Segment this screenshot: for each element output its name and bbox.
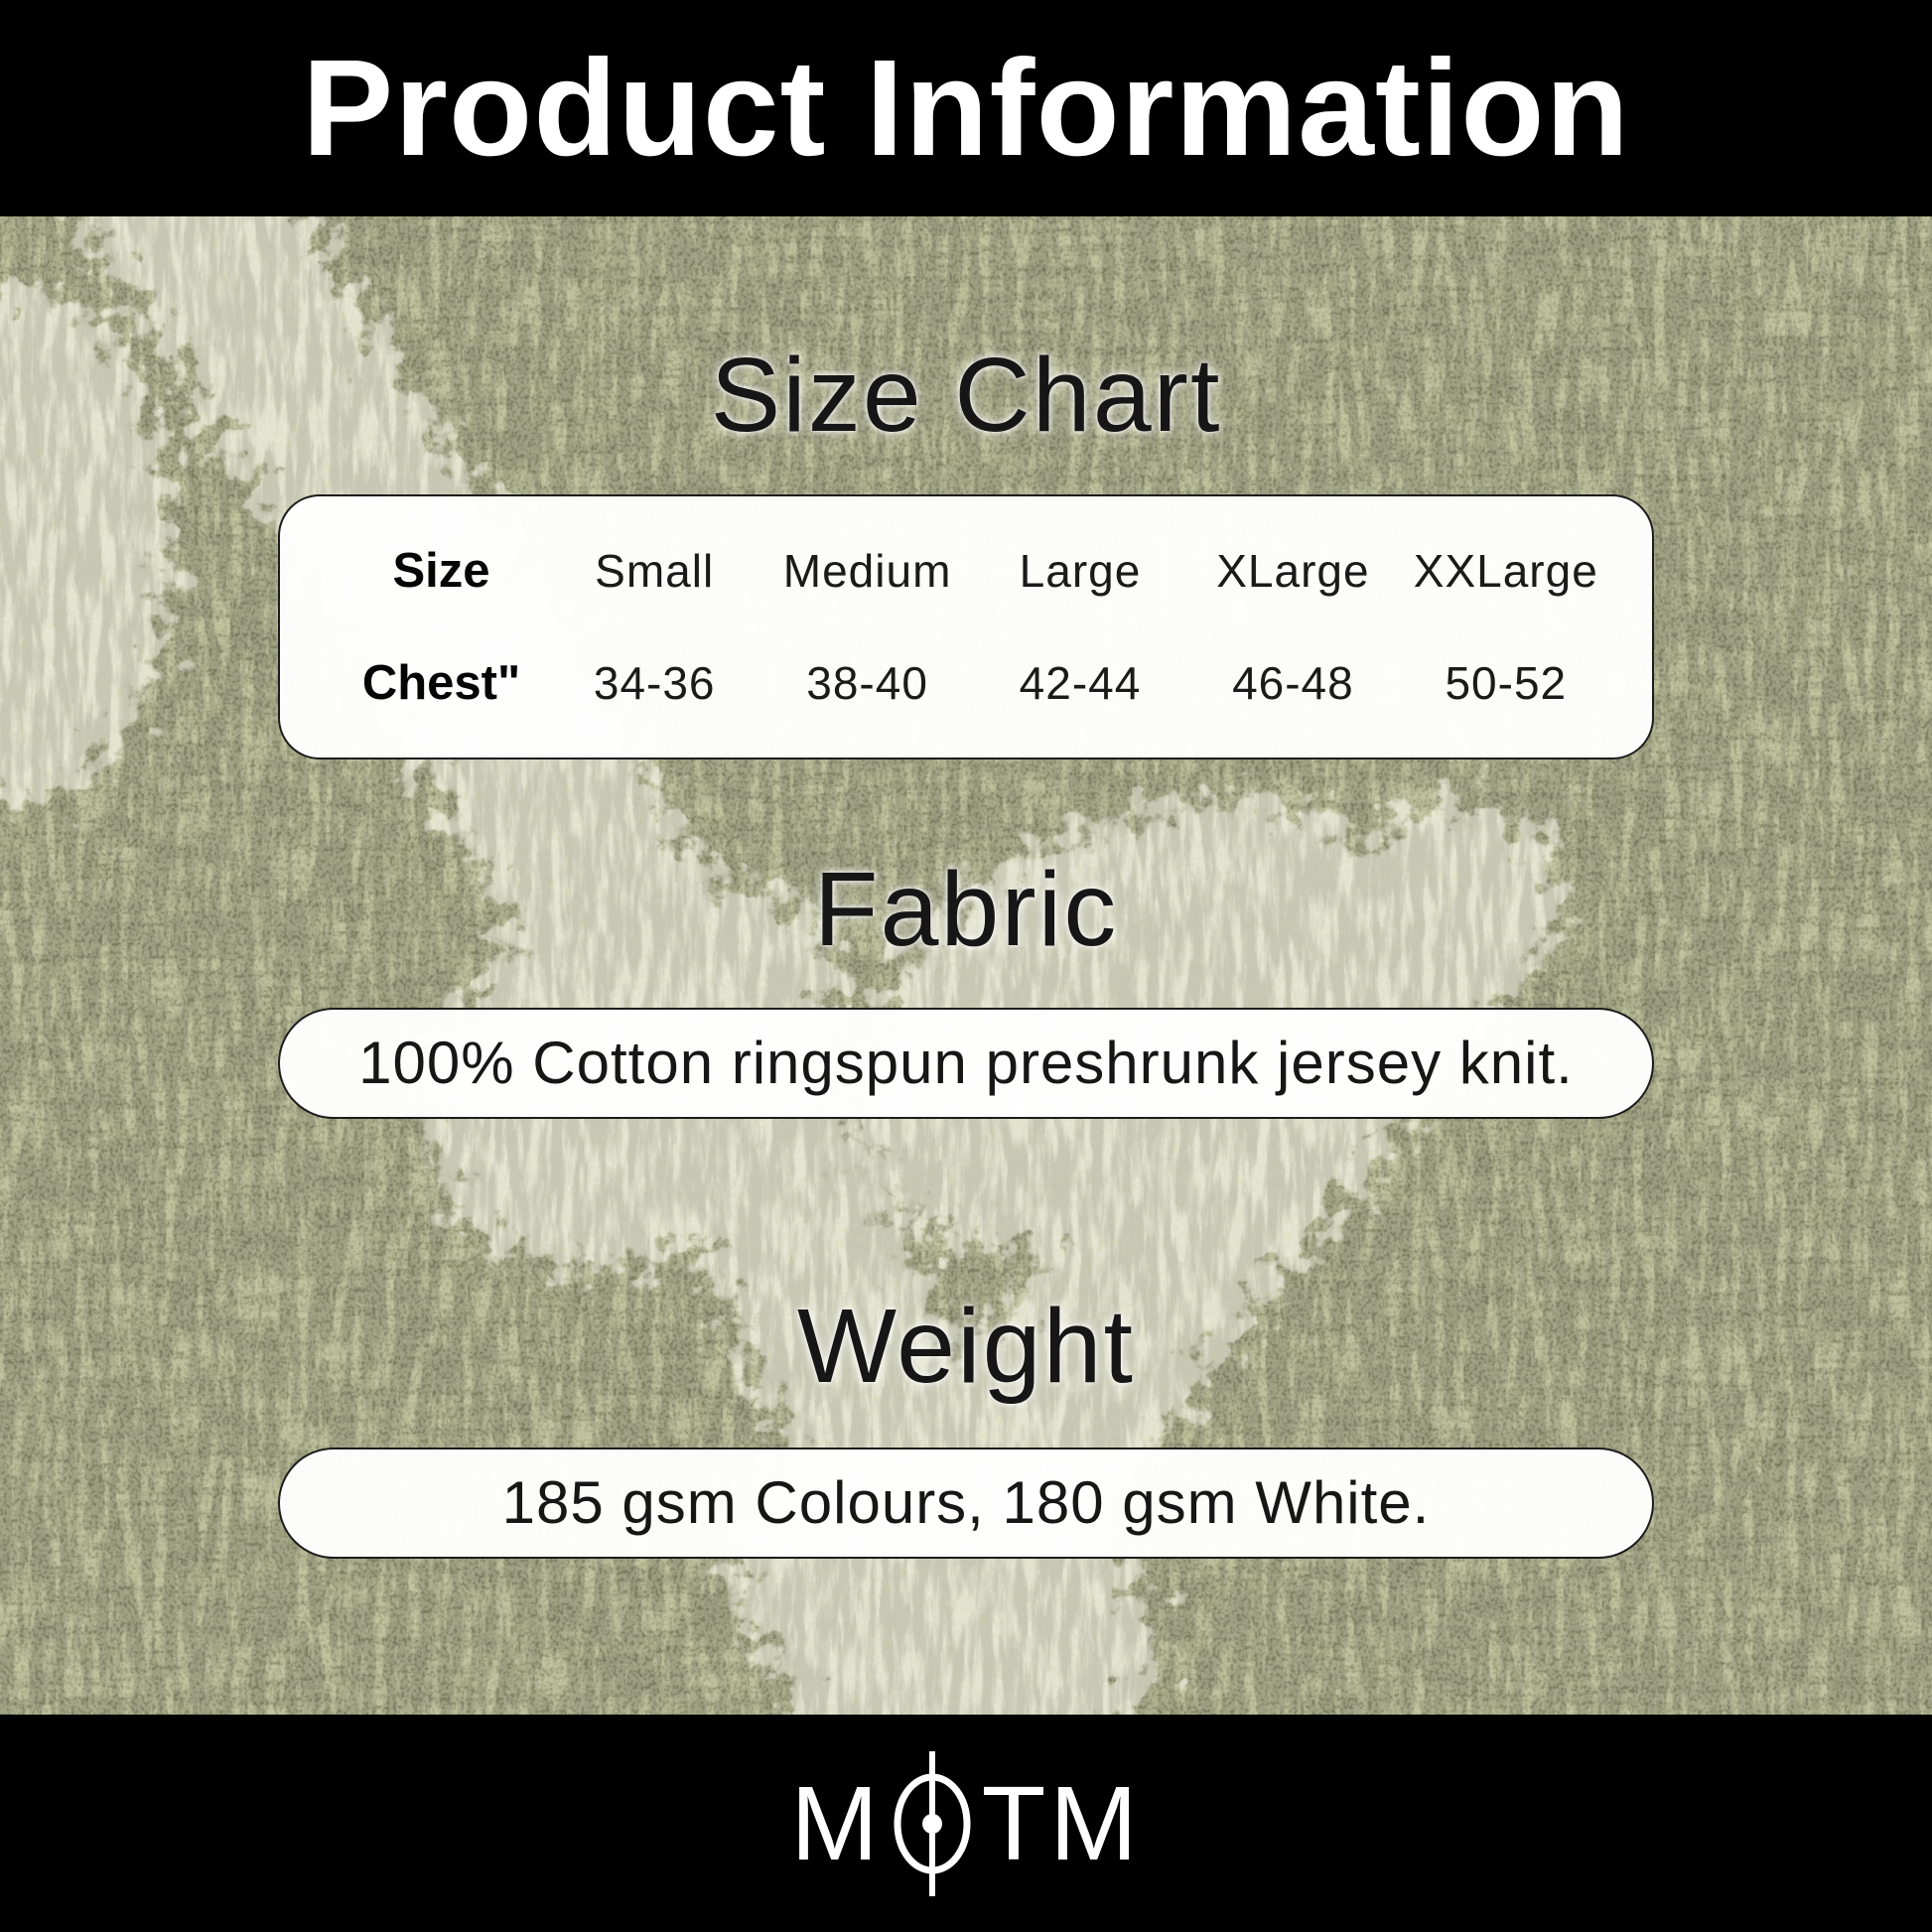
fabric-heading: Fabric	[813, 851, 1119, 968]
football-o-icon	[894, 1750, 971, 1896]
size-cell-large: Large	[1019, 544, 1142, 597]
footer-bar: M TM	[0, 1715, 1932, 1932]
logo-letter-m: M	[790, 1764, 883, 1882]
size-chart-table: Size Small Medium Large XLarge XXLarge C…	[278, 494, 1654, 759]
fabric-box: 100% Cotton ringspun preshrunk jersey kn…	[278, 1008, 1654, 1119]
motm-logo: M TM	[790, 1749, 1141, 1898]
chest-row-label: Chest"	[361, 656, 521, 711]
grass-background: Size Chart Size Small Medium Large XLarg…	[0, 216, 1932, 1715]
size-cell-xlarge: XLarge	[1216, 544, 1370, 597]
size-cell-xxlarge: XXLarge	[1413, 544, 1598, 597]
size-row-label: Size	[392, 543, 490, 598]
logo-letter-tm: TM	[981, 1764, 1142, 1882]
page-title: Product Information	[302, 32, 1630, 185]
chest-cell-medium: 38-40	[806, 657, 928, 710]
chest-cell-small: 34-36	[593, 657, 716, 710]
weight-box: 185 gsm Colours, 180 gsm White.	[278, 1448, 1654, 1559]
fabric-text: 100% Cotton ringspun preshrunk jersey kn…	[358, 1030, 1574, 1096]
chest-cell-large: 42-44	[1019, 657, 1142, 710]
weight-heading: Weight	[797, 1288, 1135, 1405]
chest-cell-xlarge: 46-48	[1232, 657, 1354, 710]
weight-text: 185 gsm Colours, 180 gsm White.	[501, 1469, 1431, 1536]
size-cell-medium: Medium	[782, 544, 952, 597]
chest-cell-xxlarge: 50-52	[1445, 657, 1568, 710]
header-bar: Product Information	[0, 0, 1932, 216]
chest-row: Chest" 34-36 38-40 42-44 46-48 50-52	[335, 655, 1612, 711]
size-row: Size Small Medium Large XLarge XXLarge	[335, 543, 1612, 599]
size-cell-small: Small	[595, 544, 715, 597]
size-chart-heading: Size Chart	[710, 337, 1222, 454]
